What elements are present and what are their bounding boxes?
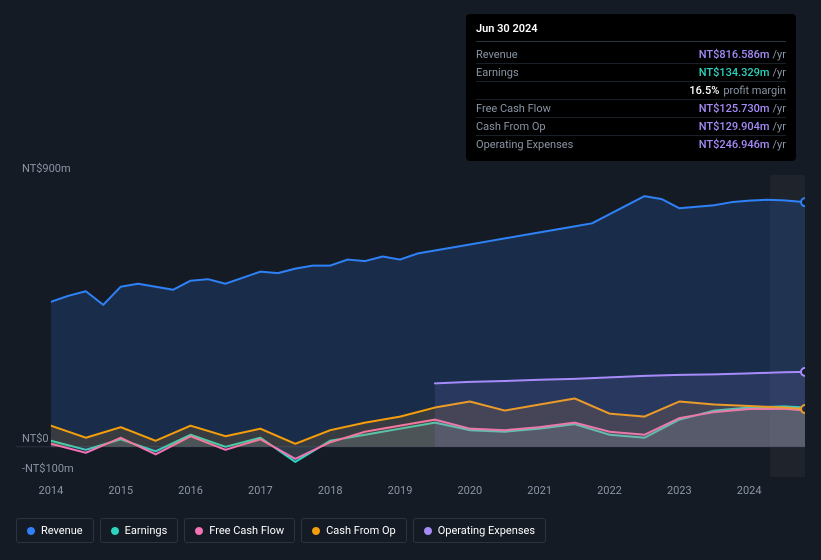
chart-area <box>16 175 805 477</box>
series-marker <box>801 368 805 376</box>
tooltip-row-suffix: /yr <box>773 138 786 151</box>
x-axis-tick: 2014 <box>39 484 64 497</box>
legend-item[interactable]: Earnings <box>100 518 179 543</box>
legend-label: Earnings <box>125 524 168 537</box>
tooltip-row-label: Operating Expenses <box>476 138 573 151</box>
legend-item[interactable]: Cash From Op <box>301 518 407 543</box>
legend-dot-icon <box>27 527 35 535</box>
tooltip-row-suffix: /yr <box>773 120 786 133</box>
x-axis-tick: 2018 <box>318 484 343 497</box>
tooltip-row-suffix: /yr <box>773 66 786 79</box>
legend-dot-icon <box>195 527 203 535</box>
tooltip-row: Earnings NT$134.329m/yr <box>476 64 786 82</box>
x-axis-tick: 2019 <box>388 484 413 497</box>
tooltip-row: Cash From Op NT$129.904m/yr <box>476 118 786 136</box>
legend-item[interactable]: Free Cash Flow <box>184 518 295 543</box>
x-axis-tick: 2017 <box>248 484 273 497</box>
x-axis-tick: 2021 <box>527 484 552 497</box>
tooltip-row-label: Revenue <box>476 48 518 61</box>
legend-label: Revenue <box>41 524 83 537</box>
x-axis-tick: 2020 <box>457 484 482 497</box>
chart-tooltip: Jun 30 2024RevenueNT$816.586m/yrEarnings… <box>466 14 796 161</box>
legend-label: Operating Expenses <box>438 524 535 537</box>
tooltip-row-value: NT$134.329m <box>699 66 770 79</box>
legend-dot-icon <box>312 527 320 535</box>
y-axis-label: NT$900m <box>22 162 71 175</box>
tooltip-row-label: Free Cash Flow <box>476 102 551 115</box>
tooltip-row-value: NT$246.946m <box>699 138 770 151</box>
legend-label: Cash From Op <box>326 524 396 537</box>
legend-label: Free Cash Flow <box>209 524 284 537</box>
tooltip-margin-value: 16.5% <box>689 84 719 97</box>
x-axis-tick: 2024 <box>737 484 762 497</box>
x-axis-tick: 2016 <box>178 484 203 497</box>
tooltip-date: Jun 30 2024 <box>476 22 786 42</box>
tooltip-row-suffix: /yr <box>773 102 786 115</box>
chart-legend: Revenue Earnings Free Cash Flow Cash From O… <box>16 518 546 543</box>
tooltip-row: Free Cash Flow NT$125.730m/yr <box>476 100 786 118</box>
tooltip-margin-label: profit margin <box>723 84 786 97</box>
legend-dot-icon <box>111 527 119 535</box>
legend-dot-icon <box>424 527 432 535</box>
x-axis-tick: 2022 <box>597 484 622 497</box>
legend-item[interactable]: Revenue <box>16 518 94 543</box>
tooltip-row: Revenue NT$816.586m/yr <box>476 46 786 64</box>
tooltip-row: Operating Expenses NT$246.946m/yr <box>476 136 786 153</box>
legend-item[interactable]: Operating Expenses <box>413 518 546 543</box>
series-marker <box>801 198 805 206</box>
tooltip-row-label: Cash From Op <box>476 120 546 133</box>
series-area <box>435 372 805 447</box>
tooltip-row-suffix: /yr <box>773 48 786 61</box>
x-axis-tick: 2015 <box>108 484 133 497</box>
tooltip-row-value: NT$129.904m <box>699 120 770 133</box>
tooltip-row-label: Earnings <box>476 66 519 79</box>
x-axis-tick: 2023 <box>667 484 692 497</box>
tooltip-row-value: NT$816.586m <box>699 48 770 61</box>
tooltip-row-value: NT$125.730m <box>699 102 770 115</box>
tooltip-margin-row: 16.5% profit margin <box>476 82 786 100</box>
